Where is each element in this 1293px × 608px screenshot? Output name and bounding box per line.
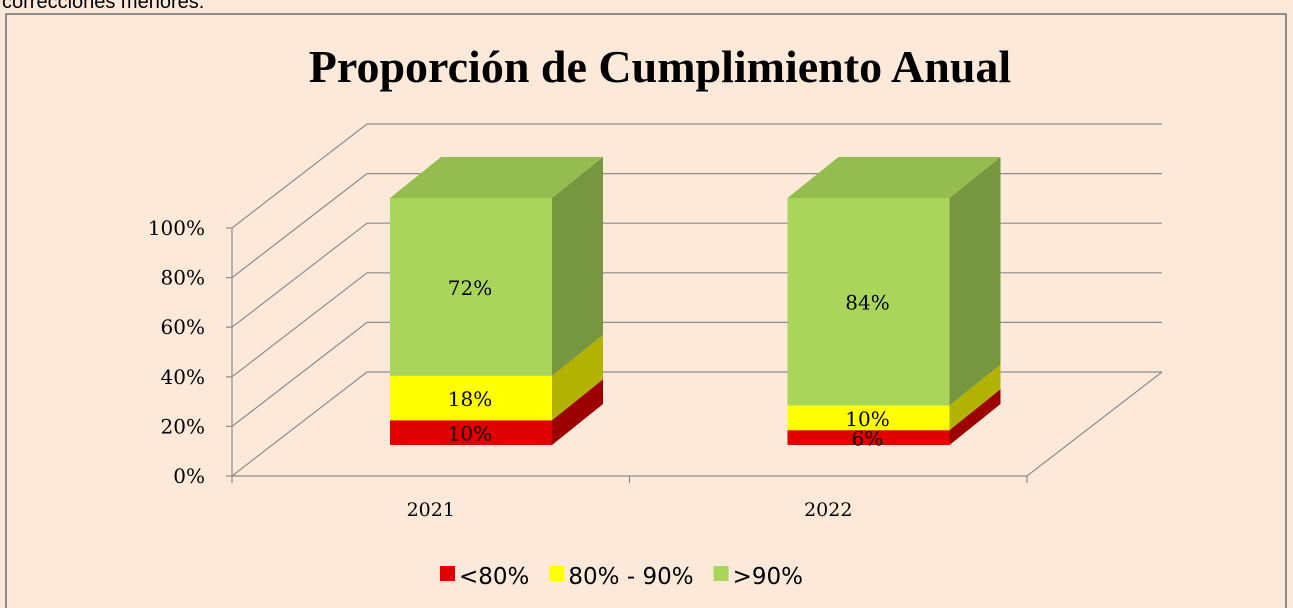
- bar-top: [390, 157, 603, 198]
- data-label: 6%: [852, 427, 884, 451]
- y-tick-label: 60%: [161, 315, 205, 339]
- y-tick-label: 80%: [161, 266, 205, 290]
- y-tick-label: 20%: [161, 414, 205, 438]
- x-tick-label: 2021: [407, 499, 455, 521]
- bar-side: [552, 334, 603, 421]
- bar-side: [552, 157, 603, 376]
- data-label: 72%: [448, 276, 492, 300]
- y-tick-label: 0%: [173, 464, 205, 488]
- x-tick-label: 2022: [804, 499, 852, 521]
- bar-side: [949, 364, 1001, 431]
- chart-title: Proporción de Cumplimiento Anual: [309, 41, 1011, 92]
- bar: [787, 405, 950, 431]
- grid-line: [231, 123, 1162, 229]
- bar-side: [552, 379, 603, 445]
- data-label: 10%: [845, 407, 889, 431]
- bar-side: [949, 157, 1001, 406]
- bar: [787, 198, 950, 406]
- bar-top: [787, 157, 1001, 198]
- legend-swatch: [549, 566, 565, 581]
- data-label: 10%: [448, 422, 492, 446]
- bar: [390, 420, 552, 445]
- data-label: 84%: [845, 291, 889, 315]
- bar: [390, 198, 552, 376]
- y-tick-label: 100%: [148, 216, 205, 240]
- data-label: 18%: [448, 387, 492, 411]
- legend-label: 80% - 90%: [568, 564, 693, 590]
- legend-swatch: [440, 566, 455, 581]
- caption: correcciones menores.: [2, 0, 204, 13]
- chart-frame: [5, 13, 1287, 608]
- bar-side: [949, 389, 1001, 445]
- bar: [787, 430, 950, 445]
- legend-swatch: [713, 566, 729, 581]
- y-tick-label: 40%: [161, 365, 205, 389]
- legend-label: <80%: [459, 564, 529, 590]
- legend-label: >90%: [733, 564, 803, 590]
- bar: [390, 375, 552, 421]
